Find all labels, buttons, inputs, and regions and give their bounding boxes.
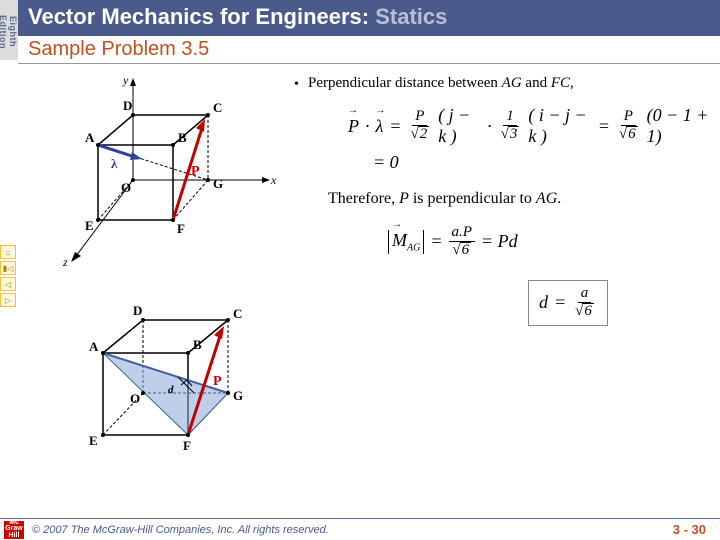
bullet-pre: Perpendicular distance between xyxy=(308,75,502,91)
eq1-paren3: (0 − 1 + 1) xyxy=(647,105,710,147)
bullet-text: • Perpendicular distance between AG and … xyxy=(308,75,574,92)
lbl2-E: E xyxy=(89,433,98,448)
lbl2-F: F xyxy=(183,438,191,453)
therefore-pre: Therefore, xyxy=(328,190,399,207)
nav-next-icon[interactable]: ▷ xyxy=(0,293,16,307)
eq1-frac2-den: 3 xyxy=(498,126,523,143)
equation-3-box: d = a 6 xyxy=(528,280,608,326)
bullet-end: , xyxy=(570,75,574,91)
eq3-d: d xyxy=(539,292,548,313)
diagram-bottom: D C A B O G E F P d xyxy=(63,285,283,485)
eq2-frac: a.P 6 xyxy=(449,225,475,259)
bullet-ag: AG xyxy=(502,75,522,91)
nav-prev-icon[interactable]: ◁ xyxy=(0,277,16,291)
eq1-frac3: P 6 xyxy=(616,109,641,143)
bullet-fc: FC xyxy=(551,75,570,91)
eq2-rhs: = Pd xyxy=(481,231,518,252)
eq1-eq1: = xyxy=(389,116,401,137)
title-prefix: Vector Mechanics for Engineers: xyxy=(28,4,375,29)
therefore-text: Therefore, P is perpendicular to AG. xyxy=(328,190,561,208)
equation-2: MAG = a.P 6 = Pd xyxy=(388,225,518,259)
eq1-eq2: = xyxy=(598,116,610,137)
lbl-E: E xyxy=(85,218,94,233)
equation-1: P · λ = P 2 ( j − k ) · 1 3 ( i − j − k … xyxy=(348,105,710,147)
lbl2-B: B xyxy=(193,337,202,352)
title-bar: Vector Mechanics for Engineers: Statics xyxy=(18,0,720,36)
lbl-D: D xyxy=(123,98,132,113)
eq1-frac2-num: 1 xyxy=(503,109,517,126)
eq2-sub: AG xyxy=(407,243,420,254)
lbl2-C: C xyxy=(233,306,242,321)
lbl2-P: P xyxy=(213,374,222,389)
eq1-frac2: 1 3 xyxy=(498,109,523,143)
lbl-P: P xyxy=(191,164,200,179)
eq1-frac3-num: P xyxy=(621,109,636,126)
eq3-den: 6 xyxy=(572,303,597,320)
eq1-frac1-den: 2 xyxy=(407,126,432,143)
eq1-paren2: ( i − j − k ) xyxy=(528,105,591,147)
publisher-logo: Mc Graw Hill xyxy=(4,521,24,539)
lbl-G: G xyxy=(213,176,223,191)
lbl2-G: G xyxy=(233,388,243,403)
nav-home-icon[interactable]: ⌂ xyxy=(0,245,16,259)
eq2-num: a.P xyxy=(449,225,475,242)
eq1-lambda: λ xyxy=(376,116,384,137)
eq1-P: P xyxy=(348,116,359,137)
lbl2-d: d xyxy=(168,384,174,396)
lbl-O: O xyxy=(121,180,131,195)
therefore-end: . xyxy=(557,190,561,207)
nav-icons: ⌂ ▮◁ ◁ ▷ xyxy=(0,245,18,307)
bullet-dot: • xyxy=(294,77,299,93)
copyright-text: © 2007 The McGraw-Hill Companies, Inc. A… xyxy=(32,524,673,536)
lbl-lambda: λ xyxy=(111,156,118,171)
title-suffix: Statics xyxy=(375,4,447,29)
eq1-frac1-num: P xyxy=(412,109,427,126)
therefore-mid: is perpendicular to xyxy=(409,190,536,207)
eq1-paren1: ( j − k ) xyxy=(438,105,481,147)
eq2-den: 6 xyxy=(449,242,474,259)
eq3-num: a xyxy=(578,286,592,303)
eq1-dot2: · xyxy=(487,116,492,137)
eq3-eq: = xyxy=(554,292,566,313)
axis-y: y xyxy=(122,73,129,87)
eq1-frac1: P 2 xyxy=(407,109,432,143)
lbl-A: A xyxy=(85,130,95,145)
lbl-F: F xyxy=(177,221,185,236)
eq2-abs: MAG xyxy=(388,230,424,254)
eq2-M: M xyxy=(392,230,407,250)
edition-tab: Eighth Edition xyxy=(0,0,18,60)
lbl2-D: D xyxy=(133,303,142,318)
eq3-frac: a 6 xyxy=(572,286,597,320)
diagram-top: y x z xyxy=(43,70,283,270)
lbl2-A: A xyxy=(89,339,99,354)
lbl2-O: O xyxy=(130,391,140,406)
axis-z: z xyxy=(62,255,68,269)
logo-bot: Hill xyxy=(9,533,20,539)
eq1-frac3-den: 6 xyxy=(616,126,641,143)
eq2-eq: = xyxy=(430,231,442,252)
footer: Mc Graw Hill © 2007 The McGraw-Hill Comp… xyxy=(0,518,720,540)
subtitle: Sample Problem 3.5 xyxy=(18,36,720,64)
lbl-B: B xyxy=(178,130,187,145)
nav-first-icon[interactable]: ▮◁ xyxy=(0,261,16,275)
eq1-dot: · xyxy=(365,116,370,137)
body-area: • Perpendicular distance between AG and … xyxy=(18,70,710,510)
equation-1b: = 0 xyxy=(373,152,399,173)
lbl-C: C xyxy=(213,100,222,115)
therefore-P: P xyxy=(399,190,409,207)
page-number: 3 - 30 xyxy=(673,522,706,537)
therefore-ag: AG xyxy=(536,190,557,207)
bullet-mid: and xyxy=(522,75,551,91)
axis-x: x xyxy=(270,173,277,187)
